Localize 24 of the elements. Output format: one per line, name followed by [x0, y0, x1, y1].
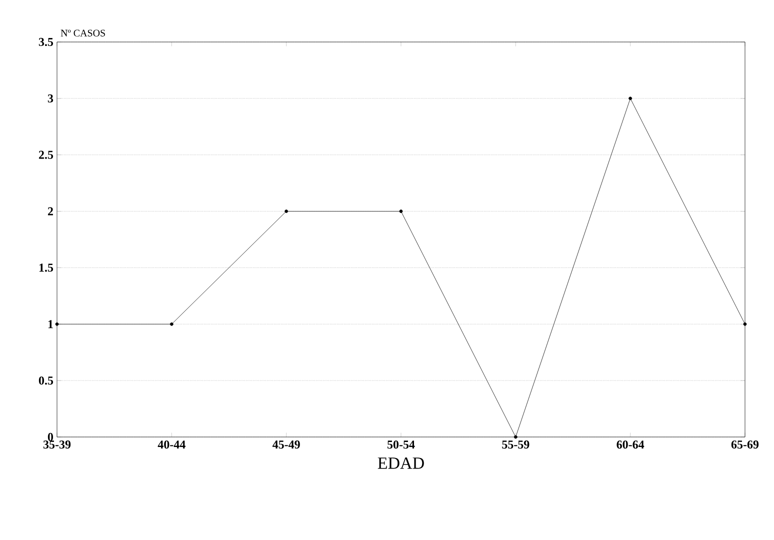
point	[743, 322, 747, 326]
y-axis-title: Nº CASOS	[60, 30, 105, 36]
point	[628, 96, 632, 100]
point	[55, 322, 59, 326]
point	[284, 210, 288, 213]
x-tick-label: 45-49	[272, 440, 300, 449]
y-tick-label: 2.5	[38, 150, 54, 159]
x-tick-label: 60-64	[616, 440, 644, 449]
x-tick-label: 50-54	[387, 440, 415, 449]
point	[399, 210, 403, 213]
y-tick-label: 1.5	[39, 264, 54, 272]
y-tick-label: 3	[48, 94, 54, 102]
y-tick-label: 0	[48, 432, 54, 442]
x-tick-label: 35-39	[43, 440, 71, 449]
x-tick-label: 65-69	[731, 440, 759, 449]
x-tick-label: 55-59	[502, 440, 530, 449]
y-tick-label: 3.5	[38, 38, 54, 46]
y-tick-label: 2	[48, 207, 53, 216]
x-axis-title: EDAD	[378, 457, 424, 469]
point	[514, 435, 518, 439]
y-tick-label: 0.5	[38, 376, 54, 385]
x-tick-label: 40-44	[158, 440, 186, 449]
point	[170, 322, 174, 326]
y-tick-label: 1	[48, 320, 53, 328]
